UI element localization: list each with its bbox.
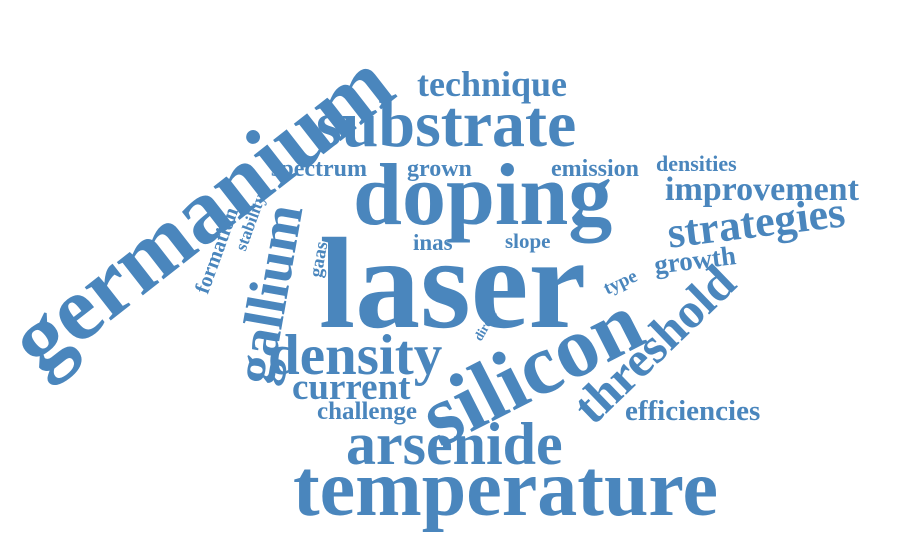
word-technique: technique: [417, 64, 568, 104]
word-densities: densities: [656, 151, 737, 176]
word-inas: inas: [413, 230, 453, 255]
word-doping: doping: [353, 147, 613, 244]
word-arsenide: arsenide: [346, 411, 563, 477]
word-slope: slope: [505, 229, 551, 253]
word-grown: grown: [407, 156, 472, 182]
word-spectrum: spectrum: [271, 156, 367, 182]
word-efficiencies: efficiencies: [625, 395, 761, 427]
word-density: density: [268, 324, 443, 387]
word-emission: emission: [551, 156, 640, 182]
word-temperature: temperature: [293, 445, 718, 533]
word-substrate: substrate: [316, 88, 577, 161]
word-laser: laser: [319, 212, 587, 356]
word-current: current: [292, 367, 411, 408]
word-challenge: challenge: [317, 398, 417, 425]
word-improvement: improvement: [665, 171, 859, 208]
